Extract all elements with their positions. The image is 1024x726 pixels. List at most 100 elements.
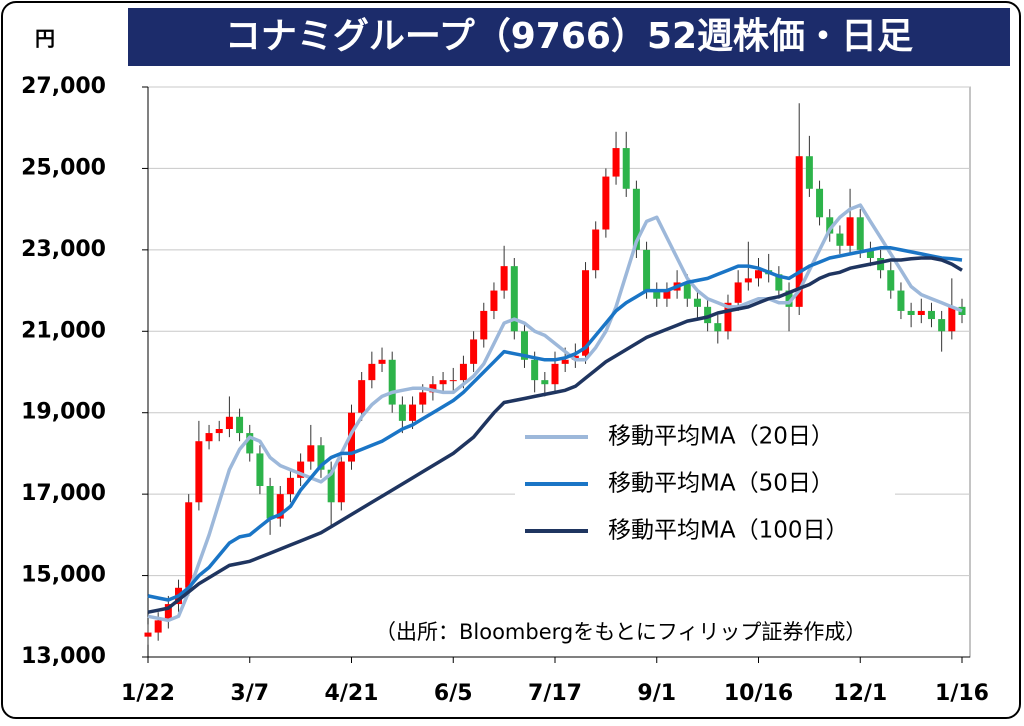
candle-body bbox=[164, 604, 172, 621]
candle-body bbox=[480, 310, 488, 340]
x-tick-label: 7/17 bbox=[528, 681, 582, 706]
y-tick-label: 13,000 bbox=[21, 644, 106, 669]
candle-body bbox=[266, 486, 274, 519]
x-tick-label: 1/22 bbox=[121, 681, 175, 706]
candle-body bbox=[744, 278, 752, 283]
candle-body bbox=[927, 310, 935, 320]
ma-line bbox=[147, 256, 963, 614]
candle-body bbox=[541, 380, 549, 385]
candle-body bbox=[856, 217, 864, 250]
candle-body bbox=[775, 274, 783, 291]
candle-body bbox=[816, 188, 824, 218]
candle-body bbox=[317, 445, 325, 470]
candle-body bbox=[582, 270, 590, 356]
chart-title: コナミグループ（9766）52週株価・日足 bbox=[225, 16, 913, 57]
candle-body bbox=[826, 217, 834, 234]
candle-body bbox=[439, 380, 447, 385]
x-tick-label: 3/7 bbox=[230, 681, 269, 706]
candle-body bbox=[510, 266, 518, 332]
candle-body bbox=[531, 359, 539, 381]
candle-body bbox=[592, 229, 600, 271]
y-tick-label: 23,000 bbox=[21, 237, 106, 262]
candle-body bbox=[602, 176, 610, 230]
candle-body bbox=[154, 620, 162, 633]
candle-body bbox=[866, 249, 874, 258]
x-tick-label: 9/1 bbox=[637, 681, 676, 706]
candle-body bbox=[795, 156, 803, 307]
y-tick-label: 17,000 bbox=[21, 481, 106, 506]
candle-body bbox=[256, 453, 264, 486]
candle-body bbox=[693, 298, 701, 307]
candle-body bbox=[948, 306, 956, 332]
candle-body bbox=[327, 469, 335, 503]
candle-body bbox=[429, 384, 437, 393]
candle-body bbox=[734, 282, 742, 303]
candle-body bbox=[409, 404, 417, 421]
candle-body bbox=[958, 306, 966, 315]
candle-body bbox=[225, 416, 233, 429]
candle-body bbox=[846, 217, 854, 246]
candle-body bbox=[907, 310, 915, 315]
y-tick-label: 27,000 bbox=[21, 74, 106, 99]
candle-body bbox=[358, 380, 366, 413]
ma-line bbox=[147, 203, 963, 623]
y-tick-label: 19,000 bbox=[21, 400, 106, 425]
candle-body bbox=[643, 249, 651, 291]
candle-body bbox=[520, 331, 528, 360]
candle-body bbox=[195, 441, 203, 503]
legend-label: 移動平均MA（50日） bbox=[608, 471, 834, 497]
x-tick-label: 1/16 bbox=[935, 681, 989, 706]
source-note: （出所：Bloombergをもとにフィリップ証券作成） bbox=[375, 620, 866, 644]
candle-body bbox=[917, 310, 925, 315]
candle-body bbox=[236, 416, 244, 434]
candle-body bbox=[398, 404, 406, 421]
legend-label: 移動平均MA（100日） bbox=[608, 518, 848, 544]
candle-body bbox=[836, 233, 844, 246]
candle-body bbox=[714, 323, 722, 332]
candle-body bbox=[622, 148, 630, 189]
candle-body bbox=[297, 461, 305, 478]
candle-body bbox=[877, 258, 885, 271]
candle-body bbox=[368, 363, 376, 381]
candle-body bbox=[449, 380, 457, 382]
x-tick-label: 4/21 bbox=[325, 681, 379, 706]
y-tick-label: 21,000 bbox=[21, 318, 106, 343]
candle-body bbox=[897, 290, 905, 311]
candle-body bbox=[378, 359, 386, 364]
legend-label: 移動平均MA（20日） bbox=[608, 424, 834, 450]
candle-body bbox=[663, 290, 671, 299]
candle-body bbox=[215, 429, 223, 434]
candle-body bbox=[704, 306, 712, 324]
y-tick-label: 15,000 bbox=[21, 563, 106, 588]
plot-area bbox=[147, 86, 971, 658]
x-tick-label: 6/5 bbox=[434, 681, 473, 706]
x-tick-label: 12/1 bbox=[833, 681, 887, 706]
candle-body bbox=[561, 359, 569, 364]
candle-body bbox=[388, 359, 396, 405]
candle-body bbox=[785, 290, 793, 307]
candle-body bbox=[337, 461, 345, 503]
candle-body bbox=[805, 156, 813, 189]
candle-body bbox=[632, 188, 640, 250]
candle-body bbox=[887, 270, 895, 291]
candle-body bbox=[185, 502, 193, 588]
marks bbox=[144, 103, 966, 645]
candle-body bbox=[755, 270, 762, 279]
candle-body bbox=[276, 494, 284, 519]
x-tick-label: 10/16 bbox=[724, 681, 793, 706]
candle-body bbox=[205, 433, 213, 442]
candle-body bbox=[286, 477, 294, 495]
ma-line bbox=[147, 246, 963, 602]
candle-body bbox=[470, 339, 478, 364]
candle-body bbox=[724, 302, 732, 332]
y-unit: 円 bbox=[35, 27, 55, 51]
candle-body bbox=[938, 319, 946, 332]
candle-body bbox=[612, 148, 620, 177]
candle-body bbox=[490, 290, 498, 311]
candle-body bbox=[683, 282, 691, 299]
candle-body bbox=[419, 392, 427, 405]
candle-body bbox=[500, 266, 508, 291]
candle-body bbox=[246, 433, 254, 454]
candle-body bbox=[551, 363, 559, 385]
candle-body bbox=[348, 412, 355, 462]
